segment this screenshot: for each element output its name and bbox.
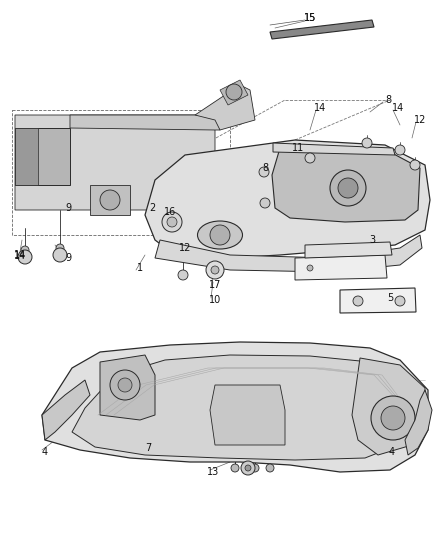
Text: 1: 1: [137, 263, 143, 273]
Polygon shape: [352, 358, 425, 455]
Text: 10: 10: [209, 295, 221, 305]
Circle shape: [21, 246, 29, 254]
Circle shape: [330, 170, 366, 206]
Text: 3: 3: [369, 235, 375, 245]
Text: 4: 4: [42, 447, 48, 457]
Circle shape: [118, 378, 132, 392]
Polygon shape: [305, 242, 392, 258]
Circle shape: [178, 270, 188, 280]
Polygon shape: [405, 390, 432, 455]
Polygon shape: [195, 85, 255, 130]
Circle shape: [395, 296, 405, 306]
Text: 14: 14: [14, 250, 26, 260]
Polygon shape: [210, 385, 285, 445]
Text: 12: 12: [414, 115, 426, 125]
Text: 16: 16: [164, 207, 176, 217]
Circle shape: [56, 244, 64, 252]
Circle shape: [18, 250, 32, 264]
Text: 5: 5: [387, 293, 393, 303]
Polygon shape: [220, 80, 248, 105]
Polygon shape: [145, 140, 430, 258]
Circle shape: [53, 248, 67, 262]
Circle shape: [362, 138, 372, 148]
Text: 17: 17: [209, 280, 221, 290]
Ellipse shape: [198, 221, 243, 249]
Polygon shape: [42, 342, 428, 472]
Circle shape: [305, 153, 315, 163]
Circle shape: [307, 265, 313, 271]
Polygon shape: [72, 355, 405, 460]
Polygon shape: [42, 380, 90, 440]
Circle shape: [259, 167, 269, 177]
Text: 2: 2: [149, 203, 155, 213]
Circle shape: [410, 160, 420, 170]
Text: 8: 8: [262, 163, 268, 173]
Polygon shape: [273, 143, 395, 155]
Polygon shape: [70, 115, 220, 130]
Circle shape: [266, 464, 274, 472]
Circle shape: [251, 464, 259, 472]
Text: 15: 15: [304, 13, 316, 23]
Circle shape: [167, 217, 177, 227]
Circle shape: [371, 396, 415, 440]
Text: 9: 9: [65, 203, 71, 213]
Circle shape: [210, 225, 230, 245]
Text: 9: 9: [65, 253, 71, 263]
Circle shape: [226, 84, 242, 100]
Circle shape: [206, 261, 224, 279]
Circle shape: [260, 198, 270, 208]
Circle shape: [245, 465, 251, 471]
Polygon shape: [295, 255, 387, 280]
Circle shape: [395, 145, 405, 155]
Text: 14: 14: [314, 103, 326, 113]
Polygon shape: [90, 185, 130, 215]
Text: 8: 8: [385, 95, 391, 105]
Polygon shape: [100, 355, 155, 420]
Polygon shape: [155, 235, 422, 272]
Circle shape: [338, 178, 358, 198]
Text: 14: 14: [392, 103, 404, 113]
Polygon shape: [340, 288, 416, 313]
Polygon shape: [15, 128, 70, 185]
Polygon shape: [272, 148, 420, 222]
Circle shape: [100, 190, 120, 210]
Circle shape: [110, 370, 140, 400]
Text: 7: 7: [145, 443, 151, 453]
Circle shape: [231, 464, 239, 472]
Text: 12: 12: [179, 243, 191, 253]
Text: 13: 13: [207, 467, 219, 477]
Circle shape: [211, 266, 219, 274]
Text: 14: 14: [14, 251, 26, 261]
Polygon shape: [15, 128, 38, 185]
Polygon shape: [270, 20, 374, 39]
Text: 11: 11: [292, 143, 304, 153]
Polygon shape: [15, 115, 215, 210]
Circle shape: [381, 406, 405, 430]
Text: 4: 4: [389, 447, 395, 457]
Circle shape: [353, 296, 363, 306]
Circle shape: [241, 461, 255, 475]
Circle shape: [162, 212, 182, 232]
Text: 15: 15: [304, 13, 316, 23]
